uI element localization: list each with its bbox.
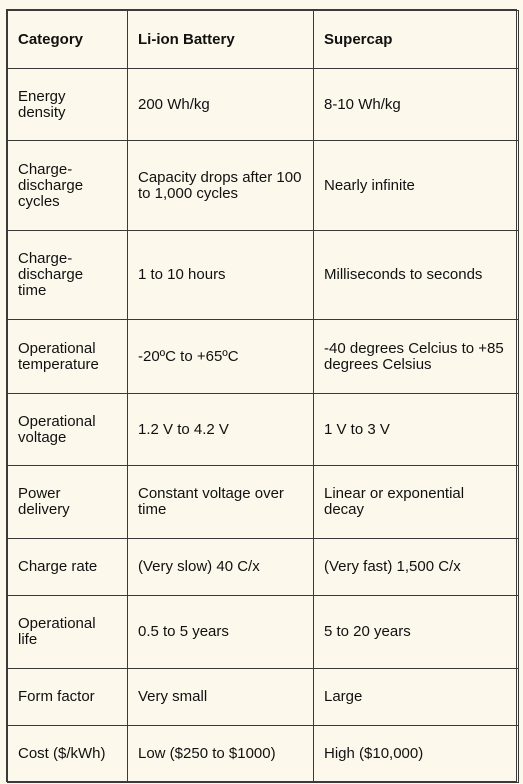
category-cell: Form factor	[7, 668, 128, 726]
category-cell: Energy density	[7, 68, 128, 141]
battery-cell: Very small	[127, 668, 314, 726]
table-row: Charge-discharge time 1 to 10 hours Mill…	[7, 230, 519, 320]
table-row: Form factor Very small Large	[7, 668, 519, 726]
supercap-cell: High ($10,000)	[313, 725, 519, 783]
comparison-table-container: Category Li-ion Battery Supercap Energy …	[6, 9, 519, 783]
battery-cell: -20ºC to +65ºC	[127, 319, 314, 394]
comparison-table: Category Li-ion Battery Supercap Energy …	[7, 10, 519, 783]
battery-cell: 200 Wh/kg	[127, 68, 314, 141]
battery-cell: 1 to 10 hours	[127, 230, 314, 320]
table-row: Operational voltage 1.2 V to 4.2 V 1 V t…	[7, 393, 519, 466]
battery-cell: 1.2 V to 4.2 V	[127, 393, 314, 466]
battery-cell: 0.5 to 5 years	[127, 595, 314, 669]
header-supercap: Supercap	[313, 10, 519, 69]
supercap-cell: Milliseconds to seconds	[313, 230, 519, 320]
table-row: Energy density 200 Wh/kg 8-10 Wh/kg	[7, 68, 519, 141]
table-row: Charge-discharge cycles Capacity drops a…	[7, 140, 519, 231]
supercap-cell: (Very fast) 1,500 C/x	[313, 538, 519, 596]
supercap-cell: Linear or exponential decay	[313, 465, 519, 539]
battery-cell: (Very slow) 40 C/x	[127, 538, 314, 596]
supercap-cell: Large	[313, 668, 519, 726]
header-li-ion-battery: Li-ion Battery	[127, 10, 314, 69]
header-category: Category	[7, 10, 128, 69]
category-cell: Cost ($/kWh)	[7, 725, 128, 783]
category-cell: Operational temperature	[7, 319, 128, 394]
table-header-row: Category Li-ion Battery Supercap	[7, 10, 519, 69]
supercap-cell: 8-10 Wh/kg	[313, 68, 519, 141]
supercap-cell: 1 V to 3 V	[313, 393, 519, 466]
category-cell: Charge rate	[7, 538, 128, 596]
battery-cell: Low ($250 to $1000)	[127, 725, 314, 783]
supercap-cell: 5 to 20 years	[313, 595, 519, 669]
category-cell: Charge-discharge time	[7, 230, 128, 320]
category-cell: Power delivery	[7, 465, 128, 539]
table-row: Cost ($/kWh) Low ($250 to $1000) High ($…	[7, 725, 519, 783]
supercap-cell: Nearly infinite	[313, 140, 519, 231]
table-row: Power delivery Constant voltage over tim…	[7, 465, 519, 539]
table-row: Operational temperature -20ºC to +65ºC -…	[7, 319, 519, 394]
battery-cell: Constant voltage over time	[127, 465, 314, 539]
table-row: Charge rate (Very slow) 40 C/x (Very fas…	[7, 538, 519, 596]
category-cell: Operational life	[7, 595, 128, 669]
battery-cell: Capacity drops after 100 to 1,000 cycles	[127, 140, 314, 231]
category-cell: Operational voltage	[7, 393, 128, 466]
category-cell: Charge-discharge cycles	[7, 140, 128, 231]
supercap-cell: -40 degrees Celcius to +85 degrees Celsi…	[313, 319, 519, 394]
table-row: Operational life 0.5 to 5 years 5 to 20 …	[7, 595, 519, 669]
